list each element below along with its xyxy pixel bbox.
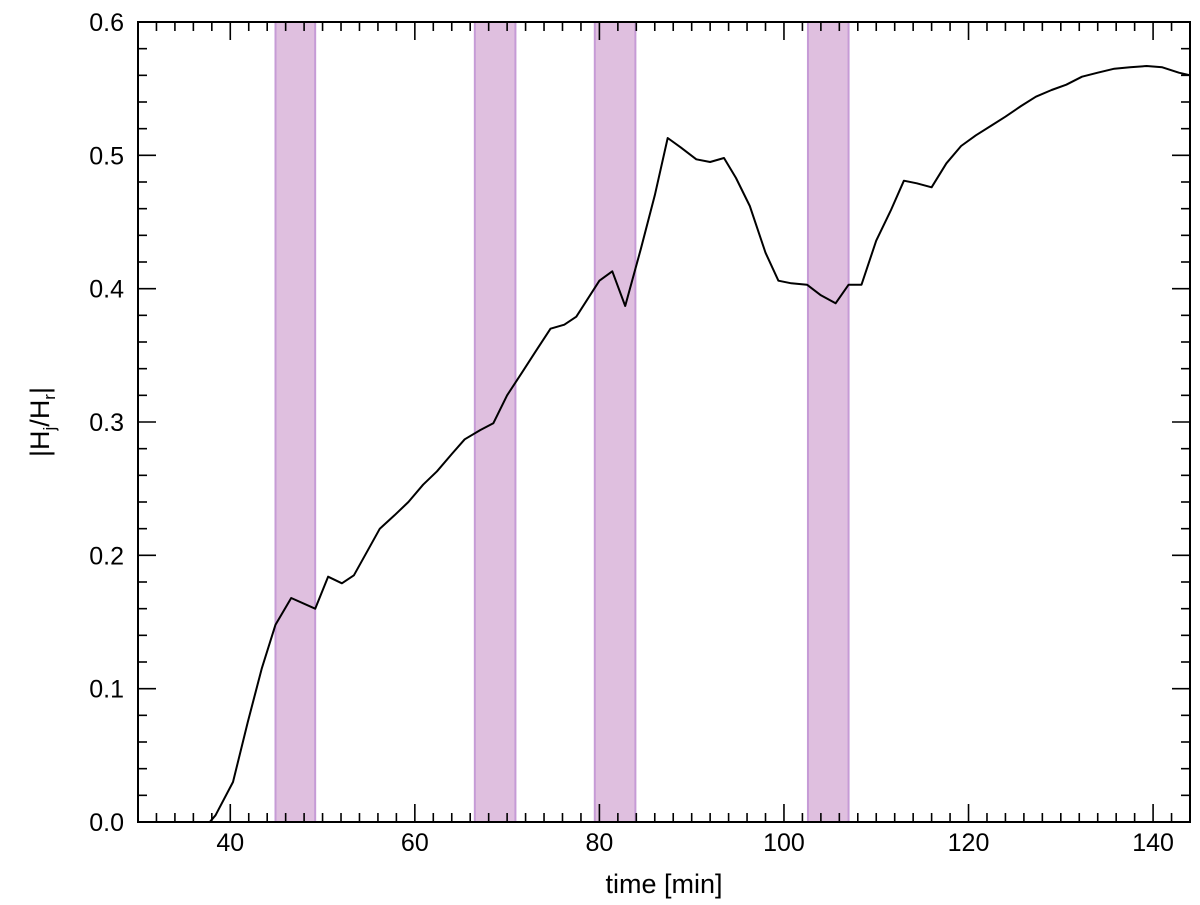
x-tick-label: 100 [763,829,805,857]
y-tick-label: 0.3 [89,409,124,437]
y-axis-title-sub1: j [40,427,59,432]
y-tick-label: 0.4 [89,276,124,304]
highlight-band-4 [806,21,850,823]
x-tick-label: 60 [401,829,429,857]
y-tick-label: 0.2 [89,542,124,570]
axis-ticks [137,21,1191,823]
highlight-bands [274,21,850,823]
y-tick-label: 0.6 [89,9,124,37]
y-axis-title: |Hj/Hr| [25,387,59,457]
y-tick-label: 0.1 [89,676,124,704]
highlight-band-1 [274,21,317,823]
highlight-band-3 [593,21,637,823]
series-line-layer [208,65,1190,822]
x-axis-title: time [min] [605,869,722,899]
series-line-1 [208,65,1190,822]
y-axis-title-sub2: r [40,394,59,400]
x-tick-label: 140 [1132,829,1174,857]
y-axis-title-post: | [25,387,55,394]
x-tick-label: 40 [216,829,244,857]
x-tick-label: 80 [585,829,613,857]
tick-labels: 40 60 80 100 120 140 0.0 0.1 0.2 0.3 0.4 0.5 0.6 [89,9,1174,857]
y-axis-title-pre: |H [25,430,55,457]
x-tick-label: 120 [948,829,990,857]
y-tick-label: 0.5 [89,142,124,170]
y-axis-title-mid: /H [25,400,55,427]
highlight-band-2 [473,21,517,823]
y-tick-label: 0.0 [89,809,124,837]
